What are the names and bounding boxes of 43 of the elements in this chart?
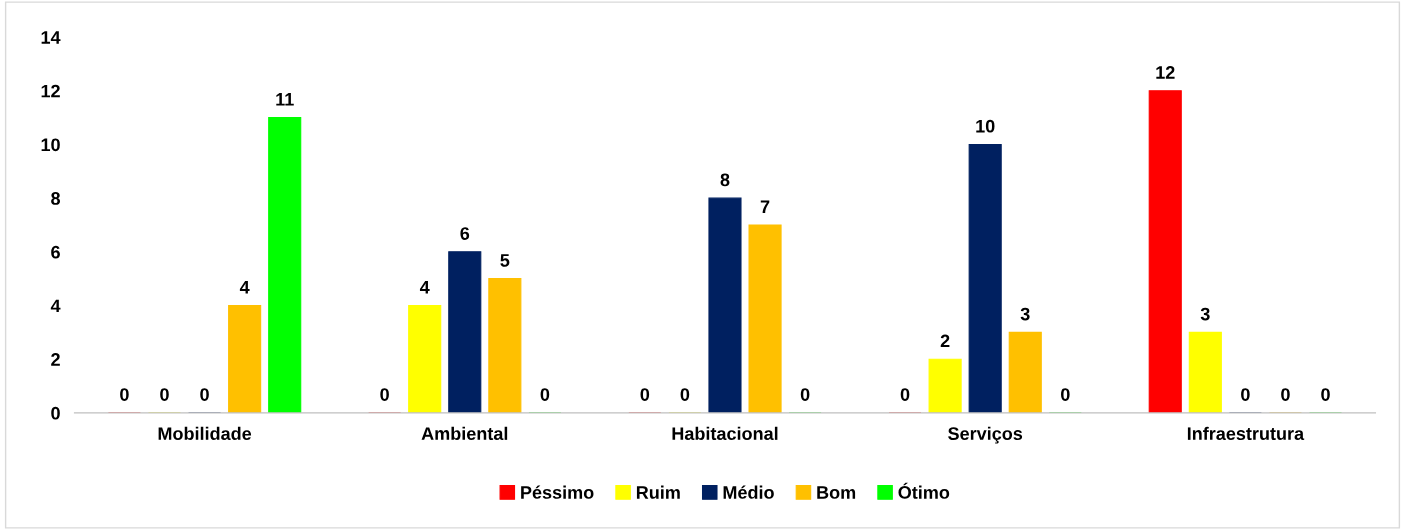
legend-label: Ruim	[636, 485, 680, 499]
data-label: 6	[460, 227, 470, 240]
data-label: 0	[680, 388, 690, 401]
data-label: 5	[500, 254, 510, 267]
data-label: 2	[940, 334, 950, 348]
legend-label: Péssimo	[521, 485, 594, 499]
y-tick-label: 14	[41, 31, 61, 44]
data-label: 0	[380, 388, 389, 401]
data-label: 4	[419, 281, 430, 294]
x-tick-label: Serviços	[948, 426, 1023, 444]
y-tick-label: 12	[41, 84, 60, 98]
data-label: 3	[1020, 307, 1030, 321]
x-tick-label: Habitacional	[672, 426, 778, 441]
data-label: 11	[276, 93, 294, 106]
y-tick-label: 0	[51, 406, 60, 420]
data-label: 7	[760, 200, 770, 213]
y-tick-label: 10	[41, 138, 60, 152]
y-tick-label: 2	[51, 353, 60, 366]
data-label: 0	[120, 388, 129, 401]
legend-label: Ótimo	[898, 482, 950, 499]
data-label: 0	[900, 388, 910, 401]
data-label: 0	[160, 388, 169, 401]
y-tick-label: 6	[51, 245, 60, 259]
data-label: 3	[1200, 307, 1210, 321]
data-label: 10	[976, 119, 995, 133]
data-label: 0	[1061, 388, 1070, 401]
data-label: 0	[200, 388, 209, 401]
data-label: 12	[1156, 66, 1175, 79]
data-label: 8	[720, 173, 730, 187]
legend-label: Médio	[723, 485, 774, 499]
data-label: 0	[800, 388, 810, 401]
data-label: 4	[239, 281, 250, 294]
x-tick-label: Infraestrutura	[1187, 426, 1305, 441]
legend-label: Bom	[817, 486, 856, 499]
y-tick-label: 4	[50, 299, 61, 313]
x-tick-label: Mobilidade	[158, 426, 252, 441]
data-label: 0	[1281, 388, 1290, 401]
data-label: 0	[540, 388, 550, 401]
data-label: 0	[1241, 388, 1250, 401]
x-tick-label: Ambiental	[421, 426, 508, 441]
y-tick-label: 8	[51, 192, 61, 205]
data-label: 0	[1321, 388, 1330, 401]
data-label: 0	[640, 388, 650, 401]
